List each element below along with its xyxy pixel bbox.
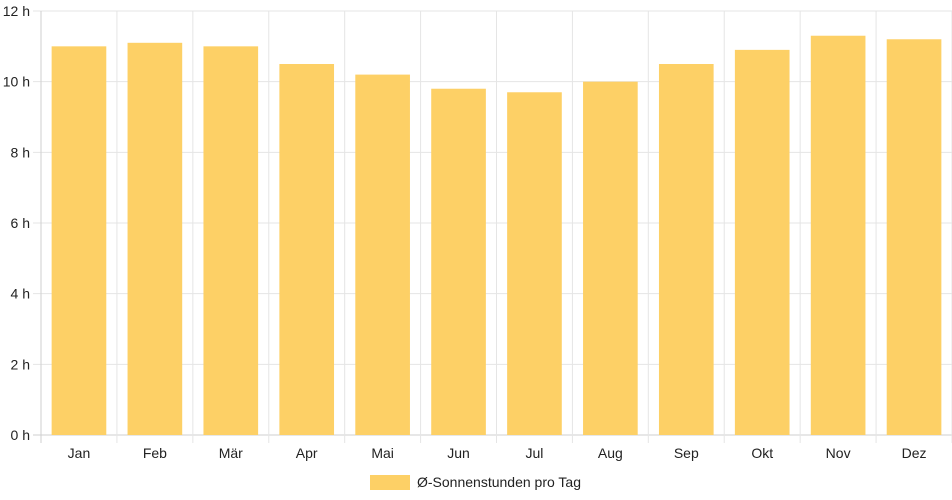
x-tick-label: Jun [447,445,470,461]
bar-apr[interactable] [279,64,335,435]
bar-jan[interactable] [51,46,107,435]
y-tick-label: 10 h [3,74,30,90]
bar-sep[interactable] [658,64,714,435]
bar-nov[interactable] [810,35,866,435]
bar-feb[interactable] [127,42,183,436]
x-tick-label: Mai [371,445,394,461]
y-tick-label: 0 h [11,427,30,443]
bar-aug[interactable] [583,81,638,436]
y-tick-label: 4 h [11,286,30,302]
x-tick-label: Nov [826,445,851,461]
bar-mär[interactable] [203,46,259,435]
x-tick-label: Jan [68,445,91,461]
x-tick-label: Aug [598,445,623,461]
y-tick-label: 2 h [11,356,30,372]
x-tick-label: Mär [219,445,243,461]
y-tick-label: 8 h [11,144,30,160]
x-tick-label: Apr [296,445,318,461]
y-tick-label: 12 h [3,3,30,19]
x-tick-label: Sep [674,445,699,461]
x-tick-label: Okt [751,445,773,461]
x-tick-label: Dez [902,445,927,461]
legend-swatch [370,475,410,490]
bar-jun[interactable] [431,88,486,435]
bar-okt[interactable] [734,49,790,435]
x-tick-label: Jul [526,445,544,461]
bar-dez[interactable] [886,39,942,436]
y-axis-tick-labels: 0 h 2 h 4 h 6 h 8 h 10 h 12 h [3,3,30,443]
bar-mai[interactable] [355,74,410,435]
legend[interactable]: Ø-Sonnenstunden pro Tag [370,474,581,490]
bar-jul[interactable] [507,92,562,436]
y-tick-label: 6 h [11,215,30,231]
legend-label: Ø-Sonnenstunden pro Tag [417,474,581,490]
bars [51,35,942,436]
x-axis-tick-labels: Jan Feb Mär Apr Mai Jun Jul Aug Sep Okt Nov Dez [68,445,927,461]
x-tick-label: Feb [143,445,167,461]
grid-lines [33,10,952,443]
